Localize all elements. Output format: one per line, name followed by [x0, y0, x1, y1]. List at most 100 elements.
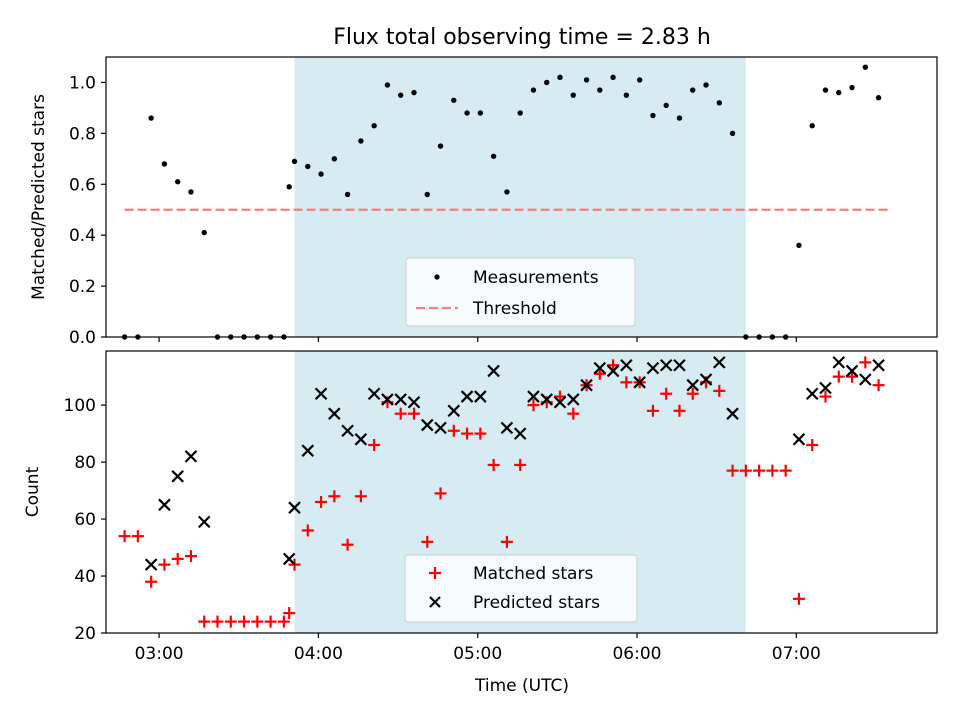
- measurement-point: [729, 130, 736, 137]
- predicted-star-point: [527, 390, 540, 403]
- predicted-star-point: [805, 387, 819, 401]
- measurement-point: [583, 77, 590, 83]
- matched-star-point: [846, 370, 859, 383]
- predicted-star-point: [407, 395, 421, 409]
- measurement-point: [188, 189, 194, 195]
- ratio-y-tick-label: 0.8: [69, 124, 96, 144]
- measurement-point: [331, 156, 338, 162]
- matched-star-point: [527, 399, 540, 412]
- matched-star-point: [251, 615, 264, 628]
- count-y-tick-label: 80: [74, 453, 96, 473]
- matched-star-point: [421, 535, 434, 548]
- measurement-point: [148, 115, 154, 121]
- matched-star-point: [171, 552, 184, 565]
- matched-star-point: [184, 550, 197, 563]
- predicted-star-point: [699, 373, 713, 386]
- predicted-star-point: [420, 418, 434, 432]
- ratio-panel-frame: [105, 56, 938, 338]
- predicted-star-point: [474, 390, 487, 403]
- predicted-star-point: [434, 421, 447, 435]
- predicted-star-point: [566, 393, 580, 406]
- matched-star-point: [567, 407, 580, 420]
- ratio-y-axis-label: Matched/Predicted stars: [29, 94, 49, 300]
- matched-star-point: [766, 464, 779, 477]
- x-axis-label: Time (UTC): [474, 676, 569, 696]
- matched-star-point: [407, 407, 420, 420]
- matched-star-point: [198, 615, 211, 628]
- measurement-point: [318, 171, 324, 177]
- predicted-star-point: [301, 444, 315, 457]
- count-y-axis-label: Count: [23, 466, 43, 517]
- count-x-tick-label: 07:00: [772, 644, 821, 664]
- predicted-star-point: [819, 381, 832, 395]
- matched-star-point: [686, 387, 699, 400]
- measurement-point: [849, 84, 855, 91]
- matched-star-point: [461, 427, 474, 440]
- predicted-star-point: [367, 387, 381, 401]
- matched-star-point: [500, 535, 513, 548]
- predicted-star-point: [673, 358, 686, 372]
- matched-star-point: [368, 439, 381, 451]
- measurement-point: [344, 191, 351, 198]
- matched-star-point: [283, 607, 296, 620]
- measurement-point: [822, 87, 829, 93]
- measurement-point: [690, 87, 696, 93]
- matched-star-point: [447, 424, 460, 437]
- measurement-point: [286, 184, 292, 190]
- measurement-point: [557, 74, 563, 81]
- matched-star-point: [832, 370, 845, 383]
- predicted-star-point: [713, 356, 726, 369]
- count-panel-frame: [105, 350, 938, 634]
- count-legend-box: [404, 554, 638, 623]
- predicted-star-point: [381, 393, 394, 406]
- predicted-star-point: [593, 361, 607, 375]
- predicted-star-point: [872, 358, 885, 372]
- measurement-point: [201, 229, 207, 236]
- count-x-ticks: 03:00 04:00 05:00 06:00 07:00: [135, 633, 821, 664]
- matched-star-point: [264, 615, 277, 628]
- matched-star-point: [779, 464, 792, 477]
- matched-star-point: [673, 404, 686, 417]
- matched-star-point: [434, 487, 447, 500]
- predicted-star-point: [394, 393, 407, 406]
- measurement-point: [358, 138, 364, 144]
- matched-star-point: [118, 530, 131, 543]
- measurement-point: [291, 158, 298, 165]
- measurement-point: [477, 110, 484, 116]
- legend-measurements-marker: [434, 274, 440, 280]
- predicted-star-point: [288, 501, 301, 514]
- predicted-star-point: [580, 378, 593, 392]
- predicted-star-point: [171, 470, 184, 483]
- predicted-star-point: [314, 387, 328, 401]
- count-y-tick-label: 100: [64, 396, 96, 416]
- matched-star-point: [394, 407, 407, 420]
- measurement-point: [161, 161, 168, 167]
- predicted-star-point: [845, 364, 859, 378]
- predicted-star-point: [646, 361, 660, 375]
- measurement-point: [875, 95, 882, 101]
- predicted-star-point: [686, 378, 700, 392]
- matched-star-point: [726, 464, 739, 477]
- count-y-tick-label: 40: [74, 567, 96, 587]
- chart-title: Flux total observing time = 2.83 h: [333, 25, 711, 50]
- measurement-point: [451, 97, 457, 103]
- predicted-star-point: [633, 376, 646, 389]
- measurement-point: [796, 242, 802, 249]
- predicted-star-point: [620, 358, 633, 372]
- measurement-point: [650, 112, 656, 119]
- measurement-point: [530, 87, 537, 93]
- ratio-y-tick-label: 0.4: [69, 226, 96, 246]
- matched-star-point: [713, 384, 726, 397]
- matched-star-point: [315, 495, 328, 508]
- ratio-y-ticks: 0.0 0.2 0.4 0.6 0.8 1.0: [69, 73, 106, 348]
- measurement-point: [424, 191, 430, 198]
- legend-matched-label: Matched stars: [473, 564, 593, 584]
- ratio-y-tick-label: 0.6: [69, 175, 96, 195]
- measurement-point: [836, 89, 842, 96]
- matched-star-point: [872, 379, 885, 392]
- count-panel: 20 40 60 80 100 03:00 04:00 05:00 06:00 07:00 Co…: [23, 350, 938, 664]
- predicted-star-point: [659, 358, 673, 372]
- legend-threshold-label: Threshold: [472, 299, 557, 319]
- predicted-star-point: [832, 356, 846, 369]
